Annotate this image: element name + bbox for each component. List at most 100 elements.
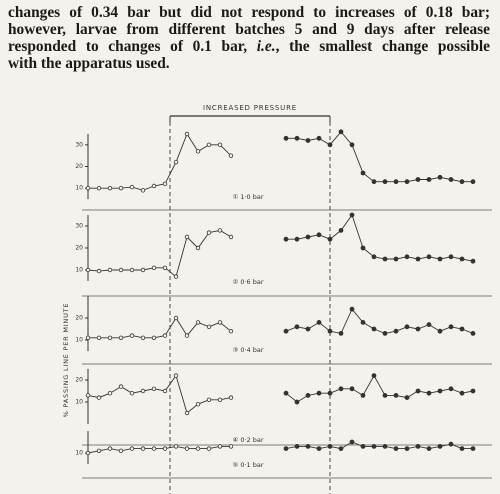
data-point	[195, 245, 201, 251]
text-line: responded to changes of 0.1 bar, i.e., t…	[8, 38, 490, 55]
data-point	[382, 256, 388, 262]
data-point	[184, 446, 190, 451]
data-point	[283, 446, 289, 452]
data-point	[415, 388, 421, 394]
data-point	[217, 444, 223, 449]
data-point	[316, 446, 322, 452]
data-point	[459, 390, 465, 396]
data-point	[107, 391, 113, 396]
data-point	[228, 329, 234, 334]
data-point	[85, 267, 91, 273]
data-point	[393, 328, 399, 334]
data-point	[96, 335, 102, 340]
series-line	[87, 441, 473, 454]
data-point	[129, 267, 135, 273]
data-point	[206, 397, 212, 402]
data-point	[85, 335, 91, 340]
data-point	[129, 333, 135, 338]
data-point	[371, 326, 377, 332]
y-tick-label: 20	[75, 245, 83, 252]
data-point	[338, 446, 344, 452]
series-line	[87, 214, 474, 278]
data-point	[415, 177, 421, 182]
data-point	[360, 443, 366, 449]
data-point	[107, 267, 113, 273]
data-point	[360, 170, 366, 176]
data-point	[426, 177, 432, 182]
data-point	[371, 373, 377, 379]
data-point	[327, 236, 333, 242]
data-point	[118, 267, 124, 273]
data-point	[371, 254, 377, 260]
data-point	[151, 335, 157, 340]
data-point	[140, 388, 146, 394]
data-point	[96, 448, 102, 453]
data-point	[459, 256, 465, 262]
data-point	[195, 320, 201, 325]
data-point	[404, 395, 410, 401]
data-point	[349, 142, 355, 148]
text-run: , the smallest change possible	[275, 38, 490, 55]
data-point	[195, 446, 201, 451]
data-point	[162, 388, 168, 394]
data-point	[404, 254, 410, 260]
data-point	[382, 179, 388, 185]
data-point	[459, 326, 465, 332]
data-point	[404, 179, 410, 185]
data-point	[206, 446, 212, 451]
data-point	[228, 395, 234, 400]
data-point	[217, 228, 223, 233]
data-point	[448, 386, 454, 392]
data-point	[294, 236, 300, 242]
data-point	[327, 328, 333, 334]
data-point	[349, 386, 355, 392]
data-point	[382, 392, 388, 398]
data-point	[393, 256, 399, 262]
data-point	[184, 333, 190, 338]
data-point	[459, 179, 465, 185]
panel-label: ② 0·6 bar	[232, 278, 263, 286]
data-point	[404, 446, 410, 452]
data-point	[85, 393, 91, 398]
data-point	[107, 185, 113, 191]
data-point	[415, 326, 421, 332]
data-point	[349, 439, 355, 445]
series-line	[88, 308, 474, 339]
text-line: however, larvae from different batches 5…	[8, 21, 490, 38]
data-point	[195, 402, 201, 407]
data-point	[316, 232, 322, 238]
y-tick-label: 10	[75, 337, 83, 344]
data-point	[294, 399, 300, 405]
data-point	[338, 129, 344, 135]
data-point	[96, 268, 102, 274]
data-point	[437, 328, 443, 334]
panel-label: ④ 0·2 bar	[232, 436, 263, 444]
data-point	[85, 185, 91, 191]
data-point	[382, 443, 388, 449]
data-point	[415, 256, 421, 262]
data-point	[162, 333, 168, 338]
data-point	[305, 234, 311, 240]
data-point	[118, 448, 124, 453]
data-point	[96, 185, 102, 191]
text-run: i.e.	[256, 38, 276, 55]
data-point	[349, 212, 355, 218]
data-point	[173, 315, 179, 321]
data-point	[393, 392, 399, 398]
text-run: responded to changes of 0.1 bar,	[8, 38, 257, 55]
data-point	[448, 324, 454, 330]
data-point	[283, 135, 289, 141]
data-point	[184, 131, 190, 137]
data-point	[371, 443, 377, 449]
data-point	[415, 443, 421, 449]
data-point	[470, 179, 476, 185]
data-point	[118, 335, 124, 340]
data-point	[470, 258, 476, 264]
panel-label: ⑤ 0·1 bar	[232, 461, 263, 469]
data-point	[151, 265, 157, 270]
data-point	[327, 142, 333, 148]
data-point	[140, 446, 146, 451]
data-point	[129, 184, 135, 190]
data-point	[217, 320, 223, 325]
y-tick-label: 20	[75, 315, 83, 322]
